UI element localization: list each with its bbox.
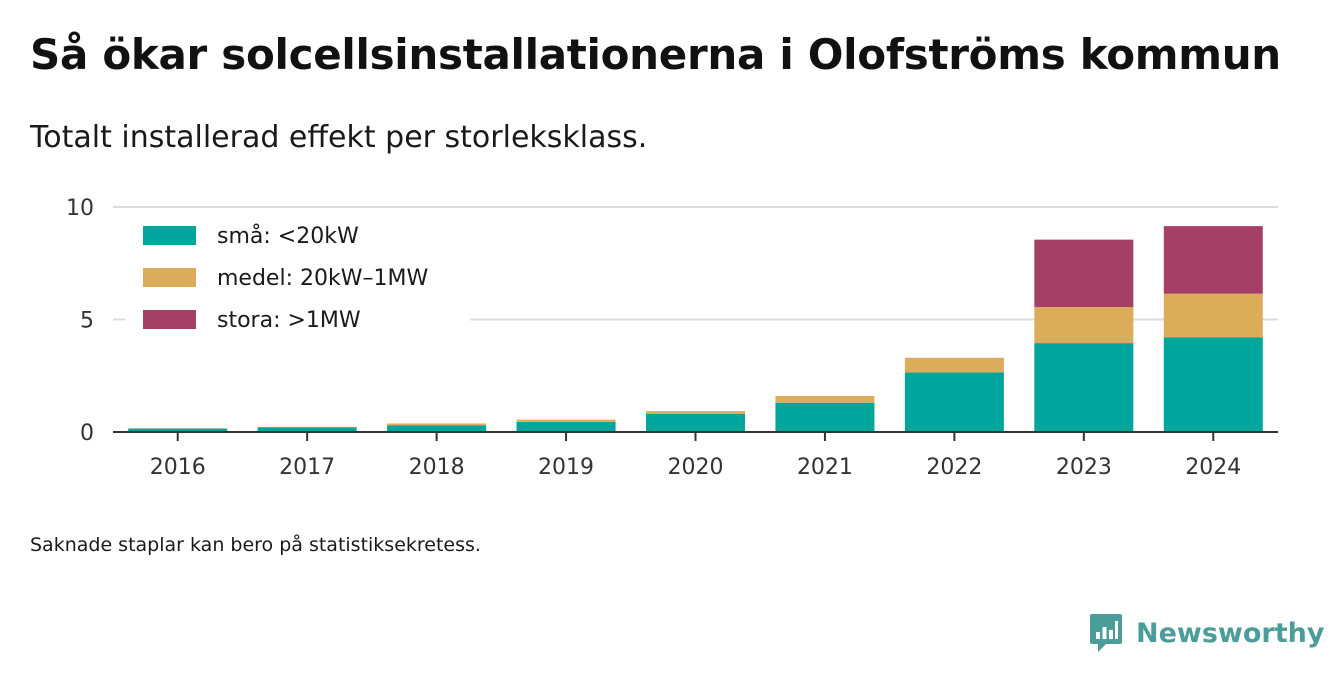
bar-segment	[646, 411, 745, 414]
newsworthy-logo-icon	[1090, 614, 1122, 652]
x-tick-label: 2024	[1185, 455, 1241, 480]
bar-segment	[257, 426, 357, 428]
bar-segment	[904, 372, 1004, 432]
bar-segment	[128, 428, 228, 432]
y-axis-ticks: 0 5 10	[66, 196, 94, 446]
bar-segment	[1034, 343, 1134, 432]
chart-subtitle: Totalt installerad effekt per storlekskl…	[30, 120, 648, 155]
legend-swatch	[143, 268, 196, 287]
x-axis-ticks: 2016 2017 2018 2019 2020 2021 2022 2023 2024	[150, 432, 1241, 480]
bar-segment	[775, 402, 875, 432]
bar-segment	[775, 396, 875, 403]
bar-segment	[387, 423, 487, 426]
legend-swatch	[143, 310, 196, 329]
bar-segment	[257, 427, 357, 432]
bar-segment	[1034, 307, 1134, 344]
bar-segment	[1034, 239, 1134, 308]
bar-segment	[516, 419, 616, 422]
legend: små: <20kW medel: 20kW–1MW stora: >1MW	[125, 214, 470, 342]
y-tick-label: 5	[80, 309, 94, 334]
stacked-bar-chart: 0 5 10 2016 2017 2018 2019 2020 2021 2022 2023 202…	[66, 196, 1278, 480]
bar-segment	[646, 414, 745, 432]
bar-segment	[904, 357, 1004, 373]
x-tick-label: 2023	[1056, 455, 1112, 480]
x-tick-label: 2016	[150, 455, 206, 480]
legend-label: medel: 20kW–1MW	[217, 266, 428, 291]
y-tick-label: 10	[66, 196, 94, 221]
bar-segment	[1163, 226, 1263, 294]
brand-logo: Newsworthy	[1088, 612, 1324, 654]
bar-segment	[1163, 337, 1263, 432]
x-tick-label: 2021	[797, 455, 853, 480]
legend-swatch	[143, 226, 196, 245]
x-tick-label: 2017	[279, 455, 335, 480]
brand-name: Newsworthy	[1136, 617, 1325, 649]
footnote: Saknade staplar kan bero på statistiksek…	[30, 534, 481, 556]
legend-label: stora: >1MW	[217, 308, 361, 333]
chart-title: Så ökar solcellsinstallationerna i Olofs…	[30, 30, 1281, 79]
bar-segment	[1163, 293, 1263, 338]
bar-segment	[516, 421, 616, 432]
x-tick-label: 2018	[409, 455, 465, 480]
x-tick-label: 2022	[926, 455, 982, 480]
y-tick-label: 0	[80, 421, 94, 446]
bars	[128, 226, 1263, 432]
bar-segment	[387, 425, 487, 432]
legend-label: små: <20kW	[217, 223, 359, 249]
x-tick-label: 2020	[668, 455, 724, 480]
x-tick-label: 2019	[538, 455, 594, 480]
